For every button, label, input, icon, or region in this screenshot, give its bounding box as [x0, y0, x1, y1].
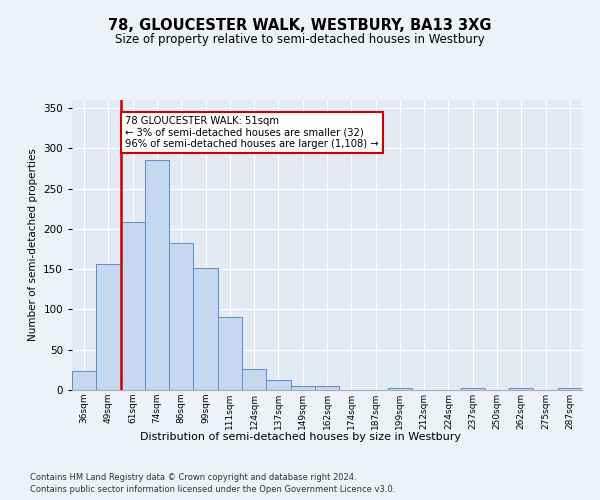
- Bar: [218, 316, 242, 390]
- Bar: [558, 388, 582, 390]
- Text: Contains public sector information licensed under the Open Government Licence v3: Contains public sector information licen…: [30, 485, 395, 494]
- Bar: [388, 388, 412, 390]
- Bar: [169, 242, 193, 390]
- Text: 78 GLOUCESTER WALK: 51sqm
← 3% of semi-detached houses are smaller (32)
96% of s: 78 GLOUCESTER WALK: 51sqm ← 3% of semi-d…: [125, 116, 379, 150]
- Text: Contains HM Land Registry data © Crown copyright and database right 2024.: Contains HM Land Registry data © Crown c…: [30, 472, 356, 482]
- Bar: [266, 380, 290, 390]
- Text: Size of property relative to semi-detached houses in Westbury: Size of property relative to semi-detach…: [115, 32, 485, 46]
- Bar: [72, 372, 96, 390]
- Bar: [315, 386, 339, 390]
- Bar: [242, 369, 266, 390]
- Bar: [461, 388, 485, 390]
- Bar: [193, 268, 218, 390]
- Bar: [290, 386, 315, 390]
- Bar: [121, 222, 145, 390]
- Text: 78, GLOUCESTER WALK, WESTBURY, BA13 3XG: 78, GLOUCESTER WALK, WESTBURY, BA13 3XG: [108, 18, 492, 32]
- Bar: [145, 160, 169, 390]
- Bar: [96, 264, 121, 390]
- Bar: [509, 388, 533, 390]
- Text: Distribution of semi-detached houses by size in Westbury: Distribution of semi-detached houses by …: [139, 432, 461, 442]
- Y-axis label: Number of semi-detached properties: Number of semi-detached properties: [28, 148, 38, 342]
